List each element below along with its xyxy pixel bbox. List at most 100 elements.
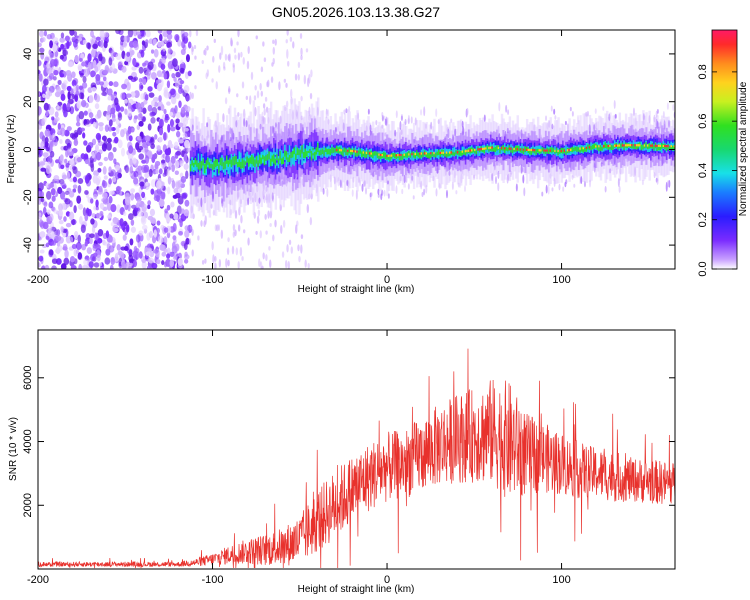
band-speckle bbox=[286, 130, 289, 136]
noise-speckle bbox=[67, 71, 71, 78]
noise-speckle bbox=[108, 235, 113, 243]
band-speckle bbox=[381, 124, 384, 129]
signal-band-cell bbox=[284, 150, 287, 157]
band-speckle bbox=[446, 127, 449, 132]
signal-band-cell bbox=[290, 152, 293, 159]
faint-speckle bbox=[261, 265, 264, 269]
noise-speckle bbox=[128, 258, 134, 264]
band-speckle bbox=[229, 136, 232, 142]
band-speckle bbox=[413, 139, 416, 144]
band-speckle bbox=[301, 178, 304, 186]
noise-speckle bbox=[132, 209, 138, 217]
band-speckle bbox=[399, 120, 402, 130]
band-speckle bbox=[566, 123, 569, 132]
noise-speckle bbox=[80, 99, 87, 108]
band-speckle bbox=[509, 172, 512, 178]
signal-band-cell bbox=[356, 151, 359, 157]
signal-band-cell bbox=[249, 157, 252, 164]
band-speckle bbox=[504, 136, 507, 142]
signal-band-cell bbox=[298, 148, 301, 165]
noise-speckle bbox=[165, 113, 169, 119]
signal-peak-cell bbox=[664, 144, 667, 148]
colorbar-tick-label: 0.0 bbox=[697, 261, 709, 276]
signal-band-cell bbox=[285, 154, 289, 168]
band-speckle bbox=[217, 134, 220, 142]
faint-speckle bbox=[228, 88, 231, 93]
band-speckle bbox=[339, 179, 342, 188]
signal-peak-cell bbox=[439, 151, 443, 154]
noise-speckle bbox=[69, 132, 75, 139]
signal-band-cell bbox=[514, 145, 518, 152]
band-speckle bbox=[353, 162, 356, 171]
noise-speckle bbox=[157, 186, 162, 196]
noise-speckle bbox=[102, 180, 108, 189]
faint-speckle bbox=[272, 39, 275, 45]
noise-speckle bbox=[57, 122, 61, 130]
noise-speckle bbox=[38, 42, 42, 48]
noise-speckle bbox=[171, 179, 176, 189]
noise-speckle bbox=[139, 30, 145, 37]
noise-speckle bbox=[148, 92, 155, 98]
band-speckle bbox=[249, 135, 252, 142]
noise-speckle bbox=[144, 145, 149, 153]
signal-band-cell bbox=[324, 147, 328, 152]
noise-speckle bbox=[103, 40, 108, 49]
band-speckle bbox=[279, 115, 282, 124]
band-speckle bbox=[300, 115, 303, 121]
noise-speckle bbox=[41, 265, 46, 269]
band-speckle bbox=[352, 176, 355, 183]
band-speckle bbox=[377, 193, 380, 198]
noise-speckle bbox=[150, 117, 156, 124]
faint-speckle bbox=[285, 39, 288, 44]
band-speckle bbox=[271, 192, 274, 201]
band-speckle bbox=[238, 184, 241, 190]
noise-speckle bbox=[71, 71, 76, 79]
signal-peak-cell bbox=[623, 144, 626, 147]
signal-peak-cell bbox=[530, 148, 534, 152]
noise-speckle bbox=[147, 123, 152, 131]
band-speckle bbox=[206, 130, 209, 138]
signal-peak-cell bbox=[532, 148, 535, 152]
noise-speckle bbox=[121, 261, 127, 269]
signal-peak-cell bbox=[670, 145, 674, 148]
noise-speckle bbox=[48, 90, 53, 97]
signal-band-cell bbox=[346, 150, 350, 156]
signal-band-cell bbox=[233, 154, 237, 178]
signal-peak-cell bbox=[395, 154, 399, 157]
noise-speckle bbox=[147, 61, 154, 71]
noise-speckle bbox=[141, 40, 146, 46]
signal-peak-cell bbox=[491, 146, 495, 149]
noise-speckle bbox=[86, 42, 91, 49]
signal-band-cell bbox=[298, 149, 301, 156]
noise-speckle bbox=[166, 30, 172, 35]
noise-speckle bbox=[175, 80, 180, 89]
noise-speckle bbox=[102, 79, 108, 88]
faint-speckle bbox=[274, 219, 277, 228]
y-tick-label: 20 bbox=[22, 96, 34, 108]
band-speckle bbox=[522, 174, 525, 184]
snr-series-line bbox=[38, 348, 675, 569]
band-speckle bbox=[595, 127, 598, 133]
signal-peak-cell bbox=[351, 149, 355, 153]
band-speckle bbox=[548, 131, 551, 142]
band-speckle bbox=[326, 188, 329, 198]
band-speckle bbox=[311, 136, 314, 145]
noise-speckle bbox=[127, 108, 133, 117]
signal-band-cell bbox=[229, 160, 232, 176]
faint-speckle bbox=[309, 92, 313, 100]
noise-speckle bbox=[75, 121, 81, 127]
signal-band-cell bbox=[657, 144, 661, 151]
faint-speckle bbox=[300, 55, 303, 61]
noise-speckle bbox=[131, 127, 135, 133]
noise-speckle bbox=[158, 168, 163, 175]
band-speckle bbox=[365, 187, 368, 195]
band-speckle bbox=[400, 129, 403, 135]
x-tick-label: -100 bbox=[202, 574, 224, 586]
noise-speckle bbox=[145, 181, 149, 186]
noise-speckle bbox=[72, 176, 78, 183]
faint-speckle bbox=[222, 113, 225, 123]
faint-speckle bbox=[285, 82, 288, 88]
noise-speckle bbox=[51, 240, 56, 246]
noise-speckle bbox=[128, 145, 134, 154]
